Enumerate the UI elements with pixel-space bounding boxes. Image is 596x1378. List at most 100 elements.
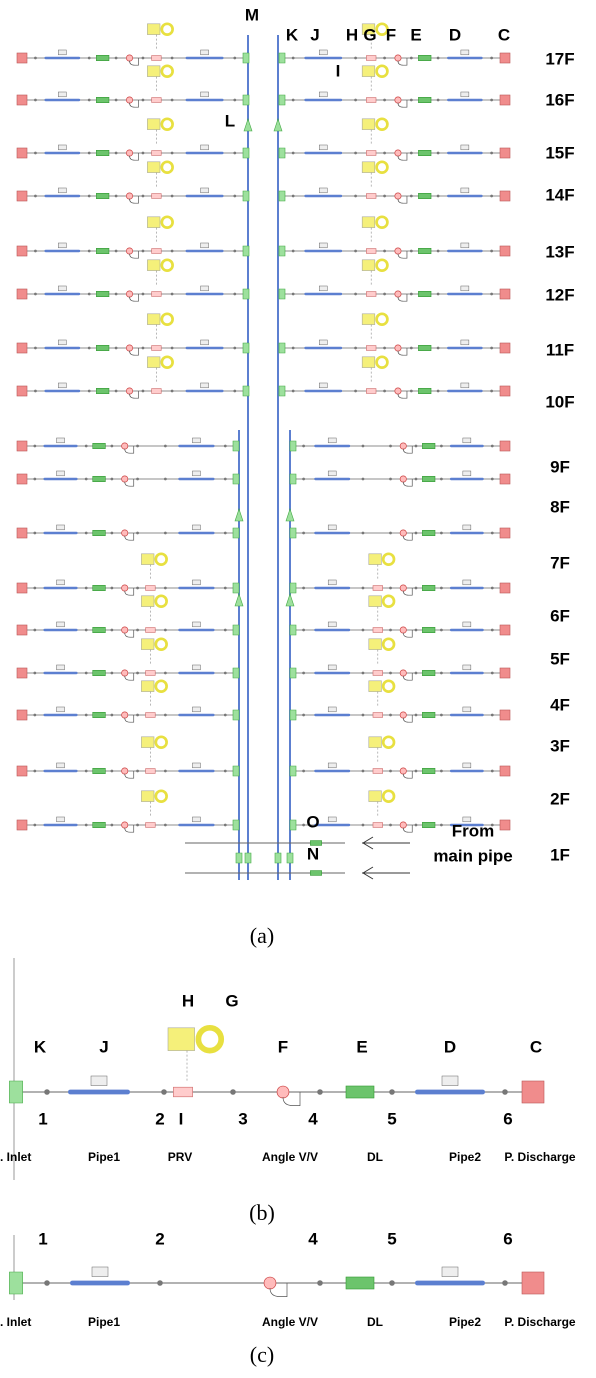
node bbox=[502, 1280, 508, 1286]
pipe-tag bbox=[327, 524, 337, 531]
prv bbox=[151, 150, 162, 156]
node bbox=[383, 151, 386, 155]
pipe bbox=[447, 151, 483, 155]
node bbox=[409, 98, 413, 102]
reducer bbox=[273, 118, 283, 132]
node bbox=[389, 531, 392, 535]
pipe bbox=[304, 292, 343, 296]
node bbox=[354, 194, 357, 198]
node bbox=[389, 823, 392, 827]
dl bbox=[422, 669, 436, 676]
pipe bbox=[314, 531, 351, 535]
pipe-tag bbox=[319, 285, 328, 292]
label: H bbox=[182, 991, 194, 1010]
discharge bbox=[499, 245, 511, 257]
node bbox=[490, 444, 494, 448]
gauge-ring bbox=[375, 355, 389, 369]
gauge-ring bbox=[375, 258, 389, 272]
gauge-box bbox=[361, 65, 376, 77]
pipe bbox=[43, 444, 78, 448]
node bbox=[361, 477, 365, 481]
node bbox=[34, 98, 37, 102]
discharge bbox=[16, 245, 28, 257]
valve-hook bbox=[124, 588, 135, 596]
valve-hook bbox=[269, 1283, 288, 1297]
node bbox=[84, 671, 88, 675]
dl bbox=[422, 584, 436, 591]
node bbox=[414, 477, 418, 481]
pipe-tag bbox=[56, 437, 65, 444]
label: I bbox=[336, 61, 341, 80]
angle-valve bbox=[126, 247, 134, 255]
label: K bbox=[286, 25, 299, 44]
angle-valve bbox=[126, 290, 134, 298]
tee bbox=[289, 473, 297, 485]
node bbox=[170, 249, 174, 253]
node bbox=[110, 671, 114, 675]
node bbox=[490, 292, 494, 296]
pipe bbox=[178, 444, 215, 448]
discharge bbox=[16, 709, 28, 721]
node bbox=[110, 823, 114, 827]
gauge-ring bbox=[381, 679, 396, 693]
node bbox=[317, 1280, 323, 1286]
prv bbox=[151, 388, 162, 394]
node bbox=[361, 823, 365, 827]
node bbox=[354, 56, 357, 60]
node bbox=[33, 531, 37, 535]
discharge bbox=[499, 527, 511, 539]
label: Pipe1 bbox=[88, 1150, 120, 1164]
pipe bbox=[44, 194, 81, 198]
tee bbox=[289, 440, 297, 452]
angle-valve bbox=[121, 584, 129, 592]
angle-valve bbox=[126, 54, 134, 62]
pipe bbox=[43, 823, 78, 827]
discharge bbox=[521, 1080, 545, 1104]
node bbox=[170, 56, 174, 60]
pipe-tag bbox=[319, 382, 328, 389]
node bbox=[317, 1089, 323, 1095]
pipe bbox=[43, 713, 78, 717]
node bbox=[409, 389, 413, 393]
pipe bbox=[447, 249, 483, 253]
node bbox=[409, 249, 413, 253]
node bbox=[302, 671, 305, 675]
pipe-tag bbox=[200, 187, 209, 194]
gauge-box bbox=[361, 356, 376, 368]
node bbox=[34, 56, 37, 60]
node bbox=[141, 292, 145, 296]
gauge-box bbox=[141, 680, 155, 692]
dl bbox=[96, 248, 110, 255]
pipe bbox=[415, 1280, 485, 1286]
dl bbox=[418, 387, 432, 394]
dl bbox=[422, 711, 436, 718]
node bbox=[170, 98, 174, 102]
label: 2F bbox=[550, 789, 570, 808]
label: From bbox=[452, 821, 495, 840]
prv bbox=[151, 193, 162, 199]
tee bbox=[289, 582, 297, 594]
node bbox=[136, 823, 139, 827]
label: Pipe2 bbox=[449, 1150, 481, 1164]
pipe-tag bbox=[462, 524, 472, 531]
angle-valve bbox=[394, 149, 402, 157]
dl bbox=[310, 870, 322, 876]
dl bbox=[418, 248, 432, 255]
node bbox=[223, 444, 227, 448]
dl bbox=[345, 1276, 375, 1290]
node bbox=[409, 194, 413, 198]
node bbox=[490, 671, 494, 675]
label: E bbox=[410, 25, 421, 44]
node bbox=[84, 769, 88, 773]
node bbox=[436, 346, 440, 350]
angle-valve bbox=[126, 149, 134, 157]
node bbox=[223, 671, 227, 675]
node bbox=[361, 769, 365, 773]
node bbox=[361, 713, 365, 717]
tee bbox=[232, 527, 240, 539]
node bbox=[84, 628, 88, 632]
tee bbox=[242, 190, 250, 202]
node bbox=[233, 151, 237, 155]
gauge-ring bbox=[160, 64, 174, 78]
valve-hook bbox=[129, 100, 139, 108]
